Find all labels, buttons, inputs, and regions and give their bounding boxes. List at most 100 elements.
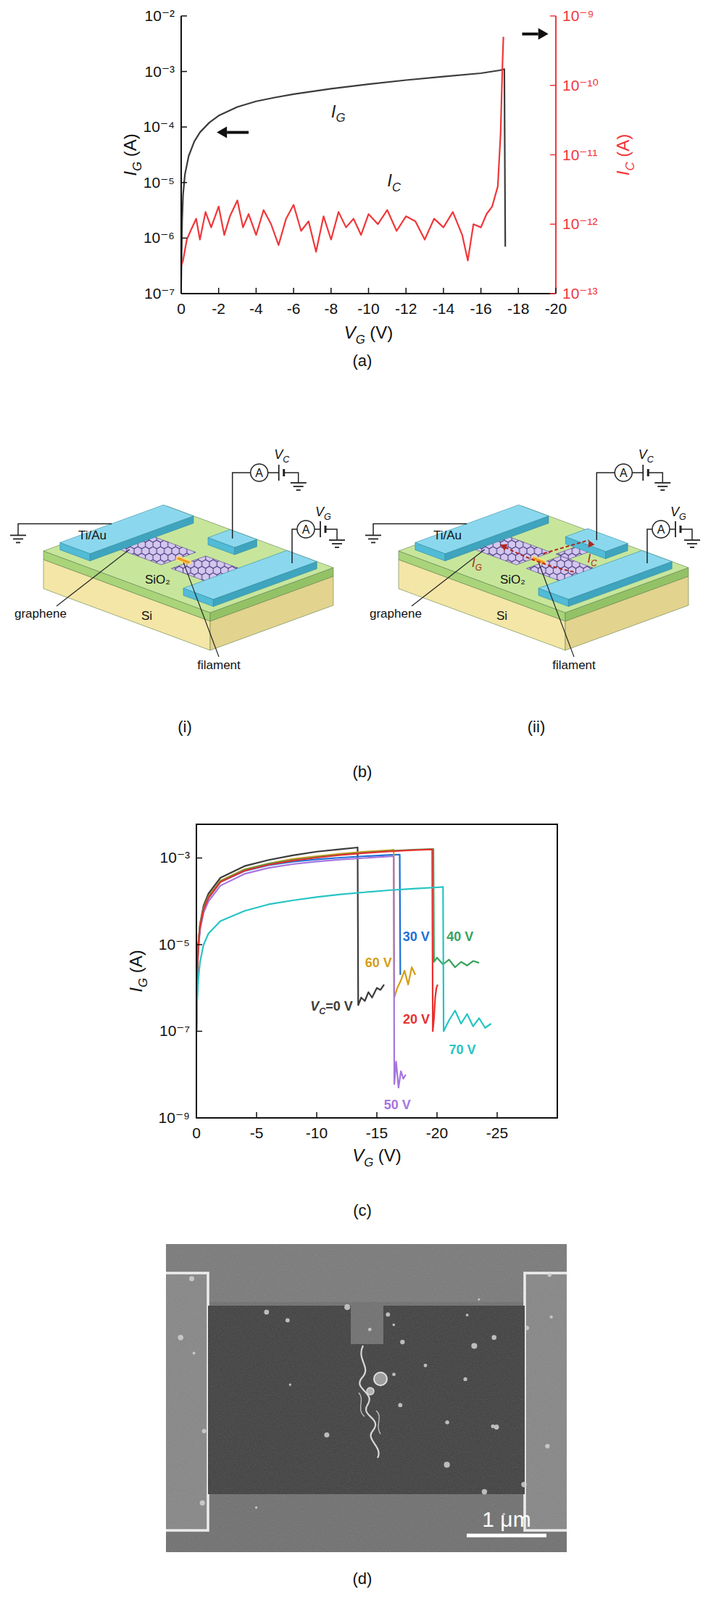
y-tick-label: 10⁻¹⁰: [562, 76, 599, 94]
electrode-top: [415, 504, 549, 553]
plot-frame: [196, 824, 558, 1118]
current-label: IC​: [587, 551, 598, 569]
x-tick-label: -12: [394, 300, 417, 317]
electrode-top: [183, 550, 317, 599]
subpanel-label: (ii): [527, 717, 545, 736]
series-line: [181, 36, 504, 266]
plot-area: [181, 36, 506, 285]
graphene-label: graphene: [369, 606, 422, 621]
text-part: (A): [120, 133, 140, 162]
ground: [329, 539, 345, 541]
series-label: 20 V: [402, 1011, 430, 1027]
ground: [331, 542, 343, 545]
x-tick: [195, 1111, 198, 1118]
text-part: G: [679, 511, 687, 522]
ground: [657, 485, 668, 488]
x-tick: [496, 1111, 498, 1118]
series-label: 60 V: [365, 955, 393, 970]
y-tick: [550, 15, 556, 17]
panel-label: (c): [352, 1200, 372, 1219]
battery: [674, 521, 677, 538]
x-tick-label: -2: [211, 300, 226, 317]
x-tick-label: -14: [432, 300, 456, 317]
current-arrow: [500, 544, 574, 572]
voltage-label: VG​: [315, 504, 332, 522]
text-part: G: [363, 1155, 374, 1169]
y-tick: [550, 223, 556, 226]
text-part: ​: [344, 101, 346, 122]
x-tick: [518, 287, 520, 294]
y-tick-label: 10⁻³: [160, 848, 190, 866]
ammeter: [652, 520, 670, 538]
chart-a: 0-2-4-6-8-10-12-14-16-18-2010⁻⁷10⁻⁶10⁻⁵1…: [120, 7, 638, 370]
y-tick-label: 10⁻¹¹: [562, 146, 598, 164]
x-tick: [255, 1111, 258, 1118]
text-part: ​: [685, 504, 687, 519]
leader-line: [538, 562, 574, 657]
y-axis: [180, 15, 182, 294]
text-part: 30 V: [402, 929, 430, 944]
y-tick-label: 10⁻⁹: [562, 7, 594, 24]
sem-content: [165, 1243, 567, 1552]
text-part: 50 V: [384, 1097, 411, 1112]
series-label: 50 V: [384, 1097, 411, 1112]
panel-label: (d): [352, 1569, 373, 1588]
text-part: ​: [652, 447, 654, 462]
y-tick: [181, 126, 187, 128]
x-tick-label: -6: [286, 300, 301, 317]
y-axis-title: IG (A): [120, 133, 145, 176]
wire: [647, 472, 663, 483]
ground: [368, 538, 379, 540]
text-part: (V): [373, 1145, 402, 1165]
x-tick-label: -20: [426, 1124, 448, 1141]
text-part: 70 V: [449, 1042, 477, 1057]
text-part: ​: [289, 447, 290, 462]
x-tick: [292, 287, 295, 294]
y-tick-label: 10⁻⁶: [143, 229, 175, 246]
x-tick: [555, 287, 557, 294]
series-line: [196, 854, 401, 1032]
panel-label: (a): [352, 351, 373, 370]
wire: [631, 471, 643, 474]
x-tick-label: -18: [507, 300, 530, 317]
ammeter-label: A: [302, 523, 311, 536]
ground: [296, 489, 301, 491]
ammeter: [297, 520, 315, 538]
y-tick: [196, 857, 203, 859]
scale-bar-label: 1 μm: [481, 1506, 531, 1531]
y-tick-label: 10⁻³: [144, 63, 175, 80]
x-tick-label: -25: [486, 1124, 509, 1141]
y-tick-label: 10⁻⁵: [143, 173, 175, 191]
wire: [325, 529, 337, 540]
wire: [292, 529, 298, 564]
filament-label: filament: [552, 658, 596, 672]
arrow-head: [538, 28, 549, 40]
y-tick: [550, 154, 556, 156]
text-part: 20 V: [402, 1011, 430, 1027]
y-tick: [181, 15, 187, 17]
wire: [284, 472, 299, 483]
electrode-label: Ti/Au: [78, 528, 107, 543]
ground: [290, 481, 307, 484]
battery: [278, 464, 280, 481]
x-tick: [436, 1111, 438, 1118]
filament-label: filament: [197, 658, 241, 672]
scale-bar: [466, 1533, 547, 1538]
x-tick-label: -20: [544, 300, 567, 317]
text-part: G: [323, 511, 332, 522]
ground: [10, 534, 27, 537]
current-arrow-head: [588, 539, 595, 548]
ground: [687, 542, 698, 545]
wire: [596, 472, 615, 540]
text-part: G: [475, 562, 482, 573]
ground: [654, 481, 671, 484]
plot-area: [196, 847, 492, 1088]
y-tick-label: 10⁻¹²: [562, 215, 598, 232]
y-tick: [550, 292, 556, 295]
y-tick-label: 10⁻⁷: [159, 1021, 190, 1039]
x-tick: [368, 287, 370, 294]
ammeter-label: A: [255, 466, 264, 480]
x-tick: [218, 287, 220, 294]
text-part: ​: [481, 555, 482, 570]
ground: [660, 489, 665, 491]
